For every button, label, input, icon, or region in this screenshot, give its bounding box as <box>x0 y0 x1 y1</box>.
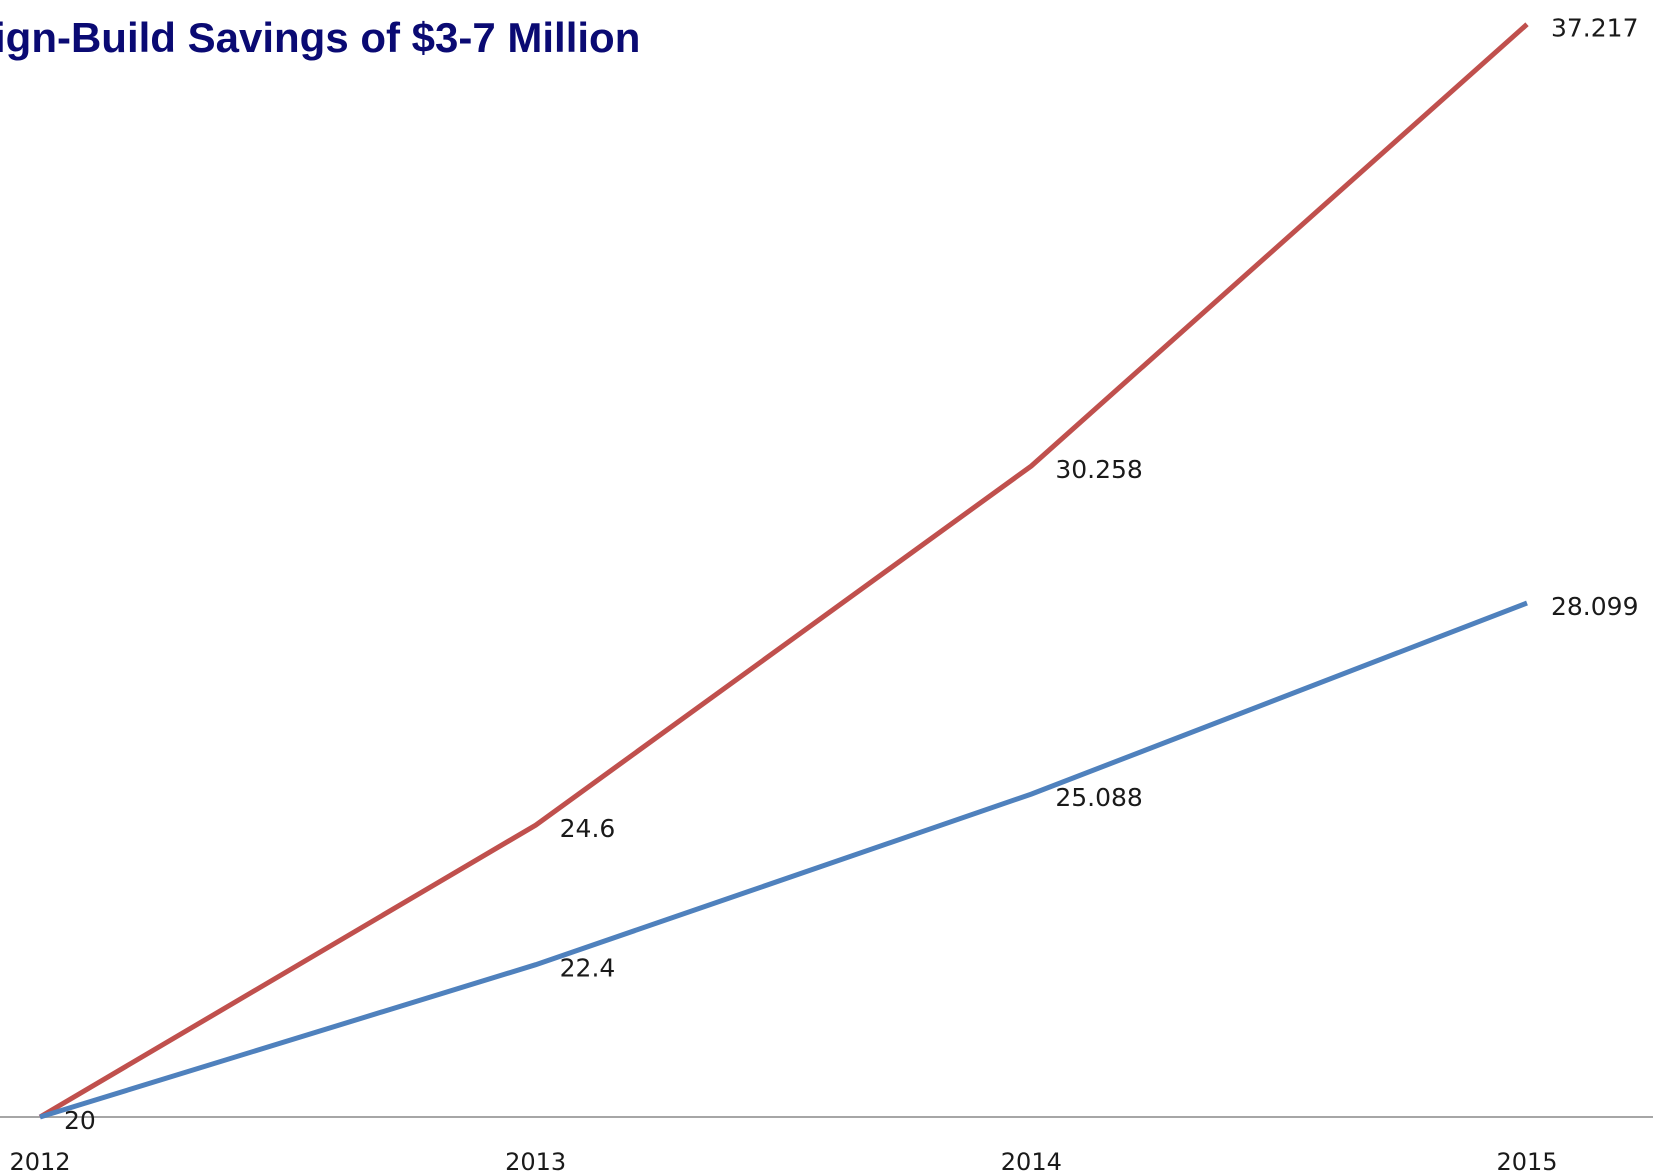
x-tick-label: 2015 <box>1496 1148 1557 1176</box>
data-label: 25.088 <box>1055 783 1142 812</box>
data-label: 30.258 <box>1055 455 1142 484</box>
x-tick-label: 2014 <box>1001 1148 1062 1176</box>
x-tick-label: 2013 <box>505 1148 566 1176</box>
data-label: 37.217 <box>1551 13 1638 42</box>
x-tick-label: 2012 <box>9 1148 70 1176</box>
data-label: 20 <box>64 1106 96 1135</box>
data-label: 24.6 <box>560 814 616 843</box>
series-line-1 <box>39 600 1528 1120</box>
data-label: 22.4 <box>560 954 616 983</box>
chart-title: ign-Build Savings of $3-7 Million <box>0 14 641 61</box>
data-label: 28.099 <box>1551 592 1638 621</box>
series-line-0 <box>38 22 1529 1120</box>
